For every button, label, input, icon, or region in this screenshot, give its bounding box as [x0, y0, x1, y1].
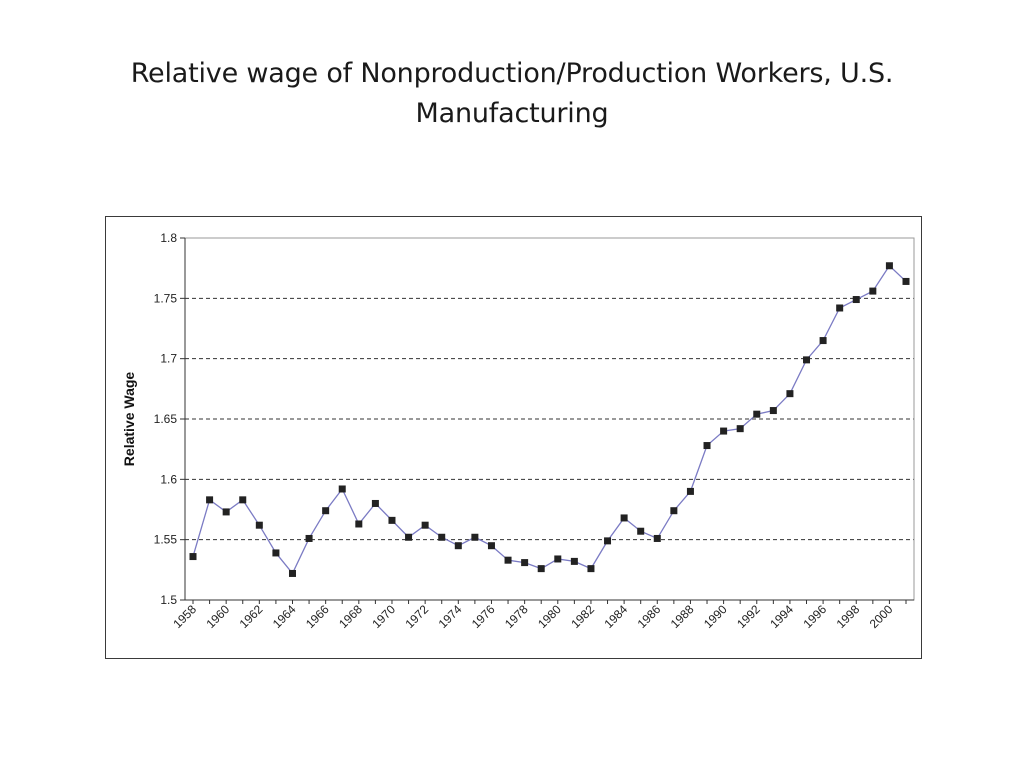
- data-point: [653, 534, 661, 542]
- x-tick-label: 1996: [800, 602, 829, 631]
- x-tick-label: 1988: [668, 602, 697, 631]
- x-tick-label: 1960: [204, 602, 233, 631]
- data-point: [902, 277, 910, 285]
- data-point: [570, 557, 578, 565]
- series-line-path: [192, 264, 907, 575]
- x-tick-label: 1962: [237, 602, 266, 631]
- data-point: [388, 516, 396, 524]
- data-point: [521, 559, 529, 567]
- series-line: [192, 264, 907, 575]
- data-point: [537, 565, 545, 573]
- y-tick-label: 1.5: [160, 593, 177, 607]
- data-point: [371, 499, 379, 507]
- data-point: [637, 527, 645, 535]
- x-tick-label: 2000: [867, 602, 896, 631]
- data-point: [504, 556, 512, 564]
- data-point: [222, 508, 230, 516]
- y-tick-label: 1.65: [154, 412, 178, 426]
- data-point: [554, 555, 562, 563]
- x-tick-label: 1986: [635, 602, 664, 631]
- slide-title-line-2: Manufacturing: [415, 98, 609, 129]
- data-point: [189, 553, 197, 561]
- data-point: [703, 442, 711, 450]
- gridlines: [185, 297, 914, 541]
- data-point: [587, 565, 595, 573]
- data-point: [322, 507, 330, 515]
- y-tick-label: 1.7: [160, 352, 177, 366]
- data-point: [288, 569, 296, 577]
- data-point: [819, 337, 827, 345]
- x-tick-label: 1984: [601, 602, 630, 631]
- y-tick-label: 1.6: [160, 472, 177, 486]
- x-tick-label: 1998: [834, 602, 863, 631]
- x-tick-label: 1974: [436, 602, 465, 631]
- x-tick-label: 1994: [767, 602, 796, 631]
- data-point: [736, 425, 744, 433]
- y-tick-label: 1.75: [154, 291, 178, 305]
- x-tick-label: 1982: [568, 602, 597, 631]
- data-point: [753, 410, 761, 418]
- data-point: [338, 485, 346, 493]
- chart-frame: 1.5 1.55 1.6 1.65 1.7 1.75 1.8 1958 1960 1962 1964…: [105, 216, 922, 659]
- data-point: [786, 390, 794, 398]
- x-tick-label: 1990: [701, 602, 730, 631]
- data-point: [421, 521, 429, 529]
- data-point: [239, 496, 247, 504]
- data-point: [885, 262, 893, 270]
- data-point: [604, 537, 612, 545]
- y-tick-label: 1.8: [160, 231, 177, 245]
- data-point: [670, 507, 678, 515]
- data-point: [487, 542, 495, 550]
- y-tick-label: 1.55: [154, 533, 178, 547]
- axes: [180, 237, 915, 604]
- slide-title-line-1: Relative wage of Nonproduction/Productio…: [130, 58, 894, 89]
- data-point: [852, 296, 860, 304]
- data-point: [803, 356, 811, 364]
- series-markers: [189, 262, 910, 577]
- x-tick-label: 1976: [469, 602, 498, 631]
- data-point: [869, 287, 877, 295]
- data-point: [438, 533, 446, 541]
- x-tick-label: 1966: [303, 602, 332, 631]
- data-point: [206, 496, 214, 504]
- data-point: [454, 542, 462, 550]
- data-point: [720, 427, 728, 435]
- y-axis-title: Relative Wage: [121, 372, 137, 467]
- data-point: [769, 407, 777, 415]
- x-tick-label: 1970: [369, 602, 398, 631]
- data-point: [686, 487, 694, 495]
- slide-title: Relative wage of Nonproduction/Productio…: [62, 54, 962, 134]
- x-tick-label: 1972: [402, 602, 431, 631]
- data-point: [836, 304, 844, 312]
- data-point: [620, 514, 628, 522]
- data-point: [355, 520, 363, 528]
- x-tick-label: 1978: [502, 602, 531, 631]
- data-point: [471, 533, 479, 541]
- data-point: [255, 521, 263, 529]
- x-tick-label: 1992: [734, 602, 763, 631]
- x-tick-label: 1968: [336, 602, 365, 631]
- x-tick-label: 1964: [270, 602, 299, 631]
- data-point: [272, 549, 280, 557]
- x-tick-label: 1980: [535, 602, 564, 631]
- data-point: [405, 533, 413, 541]
- data-point: [305, 534, 313, 542]
